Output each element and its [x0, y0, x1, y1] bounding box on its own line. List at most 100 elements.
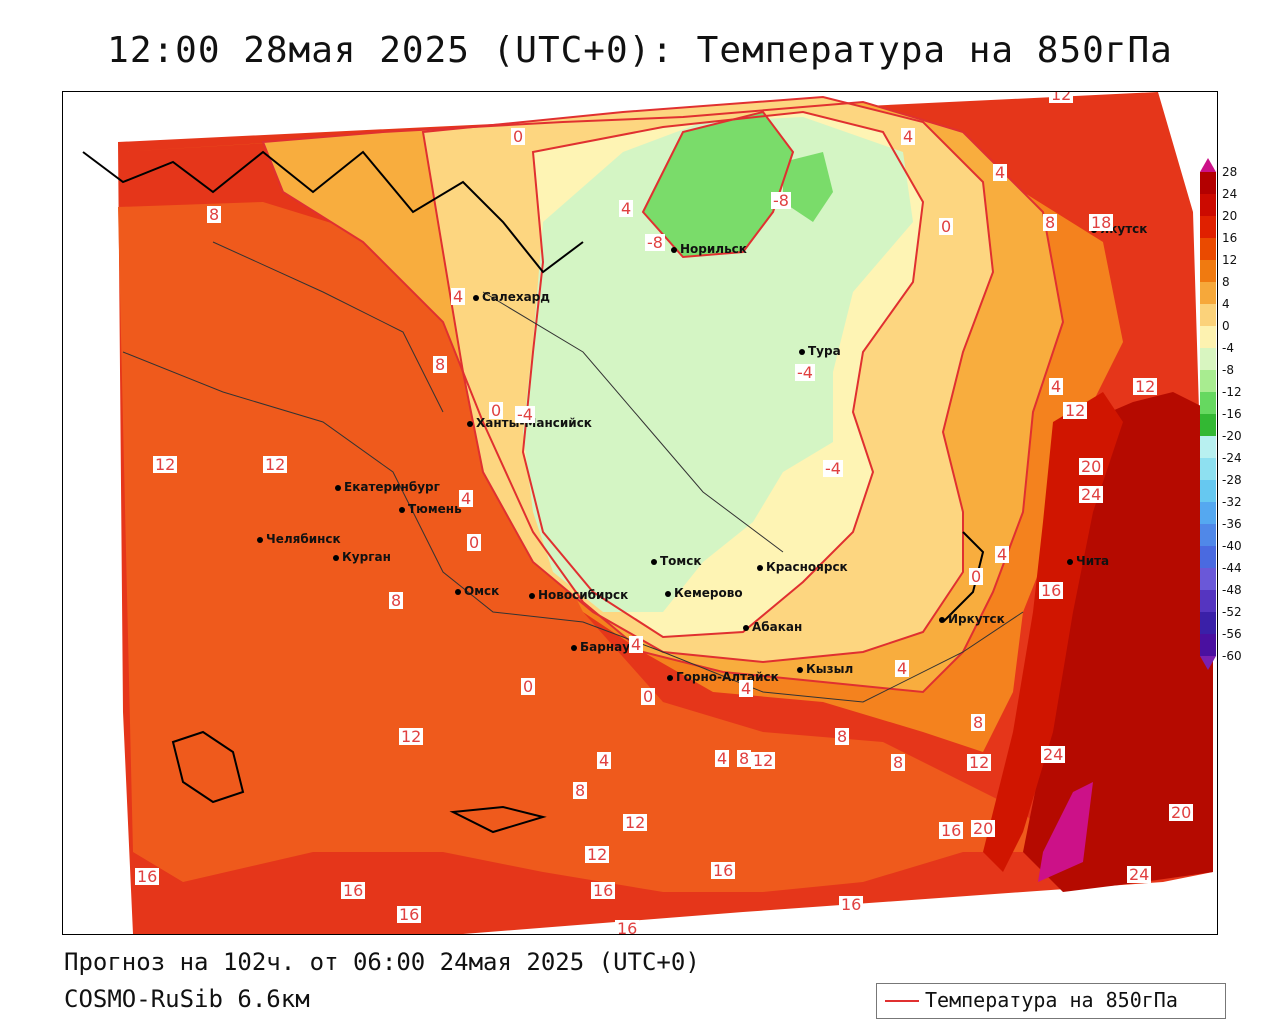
contour-label: 16: [591, 881, 616, 900]
colorbar-tick-label: -20: [1222, 429, 1242, 443]
contour-label: 8: [1043, 213, 1058, 232]
colorbar-top-arrow-icon: [1200, 158, 1216, 172]
colorbar-segment: [1200, 370, 1216, 392]
colorbar-tick-label: 28: [1222, 165, 1238, 179]
colorbar-segment: [1200, 590, 1216, 612]
city-dot-icon: [571, 644, 577, 651]
city-dot-icon: [665, 590, 671, 597]
city-ekaterinburg: Екатеринбург: [335, 480, 440, 494]
contour-label: 8: [389, 591, 404, 610]
city-abakan: Абакан: [743, 620, 802, 634]
contour-label: 0: [939, 217, 954, 236]
colorbar-segment: [1200, 524, 1216, 546]
colorbar-segment: [1200, 392, 1216, 414]
colorbar-tick-label: 12: [1222, 253, 1238, 267]
borders: [122, 241, 1024, 703]
city-gorno-altaysk: Горно-Алтайск: [667, 670, 779, 684]
contour-label: 16: [341, 881, 366, 900]
colorbar-tick-label: 20: [1222, 209, 1238, 223]
contour-label: 0: [521, 677, 536, 696]
colorbar-segment: [1200, 480, 1216, 502]
contour-label: 24: [1079, 485, 1104, 504]
contour-label: 4: [459, 489, 474, 508]
map-title: 12:00 28мая 2025 (UTC+0): Температура на…: [107, 30, 1173, 71]
forecast-info: Прогноз на 102ч. от 06:00 24мая 2025 (UT…: [64, 948, 700, 976]
contour-label: 8: [207, 205, 222, 224]
city-dot-icon: [455, 588, 461, 595]
colorbar-tick-label: -32: [1222, 495, 1242, 509]
contour-label: 0: [489, 401, 504, 420]
contour-label: 12: [263, 455, 288, 474]
contour-label: -8: [645, 233, 665, 252]
city-dot-icon: [257, 536, 263, 543]
contour-label: 4: [451, 287, 466, 306]
city-dot-icon: [399, 506, 405, 513]
city-dot-icon: [529, 592, 535, 599]
contour-label: 4: [597, 751, 612, 770]
city-chita: Чита: [1067, 554, 1109, 568]
colorbar-tick-label: -48: [1222, 583, 1242, 597]
colorbar-segment: [1200, 502, 1216, 524]
city-dot-icon: [797, 666, 803, 673]
contour-label: 0: [969, 567, 984, 586]
colorbar-segment: [1200, 348, 1216, 370]
colorbar-segment: [1200, 612, 1216, 634]
contour-label: 16: [1039, 581, 1064, 600]
colorbar-segment: [1200, 216, 1216, 238]
contour-label: 4: [901, 127, 916, 146]
contour-label: 16: [839, 895, 864, 914]
contour-label: 8: [737, 749, 752, 768]
model-name: COSMO-RuSib 6.6км: [64, 985, 310, 1013]
city-dot-icon: [335, 484, 341, 491]
contour-label: 24: [1041, 745, 1066, 764]
contour-label: -8: [771, 191, 791, 210]
colorbar-segment: [1200, 546, 1216, 568]
band-neg12: [643, 112, 793, 257]
contour-label: 18: [1089, 213, 1114, 232]
colorbar-segment: [1200, 260, 1216, 282]
contour-label: 4: [629, 635, 644, 654]
city-tomsk: Томск: [651, 554, 702, 568]
city-norilsk: Норильск: [671, 242, 747, 256]
contour-label: 8: [891, 753, 906, 772]
colorbar-tick-label: -4: [1222, 341, 1234, 355]
colorbar-tick-label: -24: [1222, 451, 1242, 465]
colorbar-segment: [1200, 304, 1216, 326]
colorbar-tick-label: 4: [1222, 297, 1230, 311]
contour-label: -4: [795, 363, 815, 382]
contour-label: 20: [1079, 457, 1104, 476]
colorbar-segment: [1200, 436, 1216, 458]
city-kemerovo: Кемерово: [665, 586, 743, 600]
city-dot-icon: [671, 246, 677, 253]
contour-label: 4: [993, 163, 1008, 182]
city-irkutsk: Иркутск: [939, 612, 1005, 626]
colorbar-tick-label: 0: [1222, 319, 1230, 333]
colorbar-tick-label: -16: [1222, 407, 1242, 421]
city-dot-icon: [799, 348, 805, 355]
colorbar-tick-label: -36: [1222, 517, 1242, 531]
colorbar: 28 24 20 16 12 8 4 0 -4 -8 -12 -16 -20 -24 -28 -32 -36 -4…: [1200, 158, 1242, 670]
contour-label: 12: [585, 845, 610, 864]
colorbar-segment: [1200, 326, 1216, 348]
colorbar-tick-label: -60: [1222, 649, 1242, 663]
city-krasnoyarsk: Красноярск: [757, 560, 848, 574]
colorbar-segment: [1200, 194, 1216, 216]
colorbar-segment: [1200, 282, 1216, 304]
colorbar-tick-label: -56: [1222, 627, 1242, 641]
city-dot-icon: [667, 674, 673, 681]
city-dot-icon: [939, 616, 945, 623]
colorbar-segment: [1200, 634, 1216, 656]
colorbar-segment: [1200, 458, 1216, 480]
contour-label: 16: [711, 861, 736, 880]
contour-label: 16: [939, 821, 964, 840]
contour-label: 24: [1127, 865, 1152, 884]
contour-label: 12: [1133, 377, 1158, 396]
city-barnaul: Барнаул: [571, 640, 639, 654]
contour-label: -4: [515, 405, 535, 424]
city-dot-icon: [333, 554, 339, 561]
contour-label: 4: [895, 659, 910, 678]
band-20: [983, 392, 1123, 872]
contour-label: 12: [399, 727, 424, 746]
colorbar-tick-label: -12: [1222, 385, 1242, 399]
contour-label: 12: [153, 455, 178, 474]
